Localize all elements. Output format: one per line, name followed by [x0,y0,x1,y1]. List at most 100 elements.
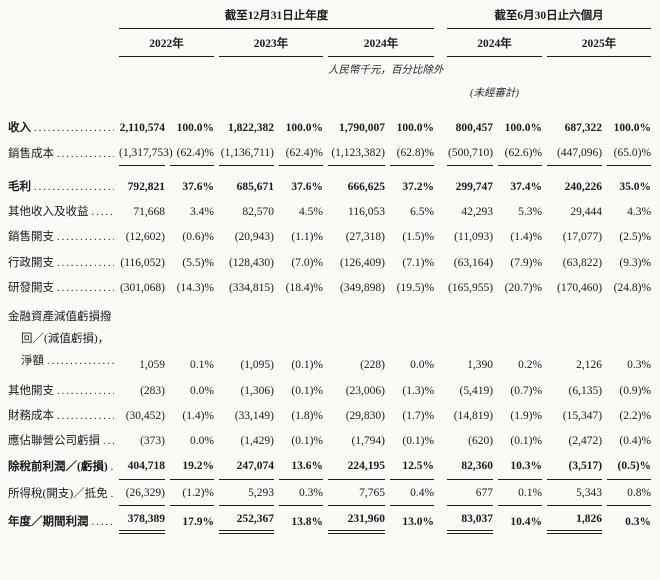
cell-revenue-fy2024: 1,790,007 [339,121,385,134]
cell-impairment-net-h1_2024_pct: 0.2% [518,359,543,372]
dot-leader [111,461,114,474]
cell-gross-profit-h1_2024: 299,747 [455,181,494,193]
cell-profit-before-tax-h1_2024: 82,360 [447,453,494,480]
cell-profit-for-period-h1_2024_pct: 10.4% [510,515,543,528]
cell-selling-expenses-h1_2024_pct: (1.4)% [510,231,543,244]
cell-income-tax-fy2023: 5,293 [219,480,274,506]
cell-impairment-net-fy2024_pct: 0.0% [410,359,435,372]
cell-finance-costs-h1_2025_pct: (2.2)% [619,409,652,422]
column-group-spacer [439,140,442,166]
row-label-text: 金融資產減值虧損撥 [8,311,112,324]
row-label-cost-of-sales: 銷售成本 [8,140,114,166]
cell-selling-expenses-h1_2025: (17,077) [562,231,603,244]
table-row-rd-expenses: 研發開支 (301,068) (14.3)% (334,815) (18.4)% (349… [8,275,651,300]
cell-impairment-net-h1_2025: 2,126 [576,359,603,372]
dot-leader [34,181,114,194]
column-group-spacer [439,453,442,479]
cell-rd-expenses-fy2024: (349,898) [339,281,385,294]
cell-selling-expenses-fy2022: (12,602) [125,231,165,244]
column-group-spacer [439,428,442,453]
cell-profit-before-tax-fy2024: 224,195 [328,453,385,480]
column-group-spacer [439,166,442,199]
cell-income-tax-h1_2025: 5,343 [547,480,603,506]
cell-profit-before-tax-h1_2025: (3,517) [547,453,603,480]
row-label-text: 財務成本 [8,409,54,422]
column-group-spacer [439,300,442,378]
cell-revenue-h1_2024_pct: 100.0% [504,121,543,134]
row-label-revenue: 收入 [8,100,114,140]
row-label-profit-for-period: 年度／期間利潤 [8,506,114,534]
table-body: 收入 2,110,574 100.0% 1,822,382 100.0% 1,790,00… [8,100,652,534]
cell-cost-of-sales-fy2023: (1,136,711) [219,140,274,166]
year-header-2024-interim: 2024年 [447,29,543,58]
cell-other-income-gains-fy2023: 82,570 [242,206,274,219]
cell-finance-costs-fy2022: (30,452) [125,409,165,422]
row-label-text: 淨額 [21,354,44,367]
row-label-text: 年度／期間利潤 [8,515,89,528]
row-label-admin-expenses: 行政開支 [8,250,114,275]
cell-rd-expenses-h1_2025: (170,460) [556,281,603,294]
dot-leader [47,351,114,373]
row-label-profit-before-tax: 除稅前利潤／(虧損) [8,453,114,479]
dot-leader [111,488,114,501]
cell-admin-expenses-h1_2025: (63,822) [562,256,603,269]
income-statement-table: 截至12月31日止年度 截至6月30日止六個月 2022年 2023年 2024… [3,6,656,534]
cell-finance-costs-fy2022_pct: (1.4)% [182,409,214,422]
year-header-2022: 2022年 [119,29,214,58]
cell-selling-expenses-fy2023_pct: (1.1)% [291,231,323,244]
column-group-spacer [439,250,442,275]
cell-other-income-gains-h1_2024: 42,293 [461,206,494,219]
cell-rd-expenses-fy2022: (301,068) [119,281,165,294]
column-group-spacer [439,224,442,249]
cell-income-tax-h1_2024: 677 [447,480,494,506]
cell-finance-costs-h1_2025: (15,347) [562,409,603,422]
cell-rd-expenses-h1_2024_pct: (20.7)% [504,281,543,294]
table-row-income-tax: 所得稅(開支)／抵免(26,329)(1.2)%5,2930.3%7,7650.… [8,480,652,506]
cell-selling-expenses-fy2023: (20,943) [234,231,274,244]
cell-other-income-gains-fy2023_pct: 4.5% [299,206,323,219]
cell-gross-profit-fy2023_pct: 37.6% [291,181,323,193]
dot-leader [57,257,114,270]
row-label-text: 銷售成本 [8,147,54,160]
row-label-text: 回／(減值虧損)， [21,332,110,345]
table-row-profit-for-period: 年度／期間利潤 378,389 17.9% 252,367 13.8% 231,960 13… [8,506,651,534]
cell-revenue-h1_2025: 687,322 [564,121,603,134]
cell-profit-before-tax-fy2022_pct: 19.2% [170,453,214,480]
row-label-selling-expenses: 銷售開支 [8,224,114,249]
dot-leader [57,282,114,295]
cell-income-tax-fy2024_pct: 0.4% [390,480,435,506]
dot-leader [57,410,114,423]
cell-cost-of-sales-h1_2024_pct: (62.6)% [498,140,543,166]
cell-rd-expenses-fy2023_pct: (18.4)% [285,281,323,294]
cell-profit-for-period-fy2022_pct: 17.9% [182,515,214,528]
cell-revenue-fy2022: 2,110,574 [119,121,165,134]
cell-share-of-losses-associates-fy2022_pct: 0.0% [190,435,214,448]
cell-admin-expenses-fy2023: (128,430) [228,256,274,269]
cell-admin-expenses-h1_2024_pct: (7.9)% [510,256,543,269]
cell-cost-of-sales-h1_2025_pct: (65.0)% [607,140,652,166]
cell-finance-costs-fy2024: (29,830) [345,409,385,422]
unaudited-note: (未經審計) [470,87,520,99]
cell-income-tax-fy2022: (26,329) [119,480,165,506]
table-row-revenue: 收入 2,110,574 100.0% 1,822,382 100.0% 1,790,00… [8,100,651,140]
cell-impairment-net-h1_2025_pct: 0.3% [627,359,652,372]
cell-gross-profit-h1_2025: 240,226 [564,181,603,193]
cell-share-of-losses-associates-fy2023: (1,429) [240,435,274,448]
row-label-text: 收入 [8,121,31,134]
cell-revenue-fy2023_pct: 100.0% [285,121,323,134]
cell-gross-profit-fy2024: 666,625 [347,181,385,193]
prospectus-financial-page: 截至12月31日止年度 截至6月30日止六個月 2022年 2023年 2024… [0,0,660,534]
dot-leader [92,206,115,219]
column-group-spacer [439,403,442,428]
cell-profit-before-tax-fy2024_pct: 12.5% [390,453,435,480]
column-group-spacer [439,199,442,224]
cell-income-tax-h1_2025_pct: 0.8% [607,480,652,506]
cell-admin-expenses-h1_2024: (63,164) [453,256,494,269]
cell-cost-of-sales-fy2022_pct: (62.4)% [170,140,214,166]
year-header-2023: 2023年 [219,29,323,58]
cell-selling-expenses-h1_2025_pct: (2.5)% [619,231,652,244]
cell-admin-expenses-fy2022: (116,052) [120,256,165,269]
cell-revenue-h1_2025_pct: 100.0% [613,121,652,134]
dot-leader [34,122,114,135]
table-row-other-expenses: 其他開支 (283) 0.0% (1,306) (0.1)% (23,006) (1.3)%… [8,378,651,403]
